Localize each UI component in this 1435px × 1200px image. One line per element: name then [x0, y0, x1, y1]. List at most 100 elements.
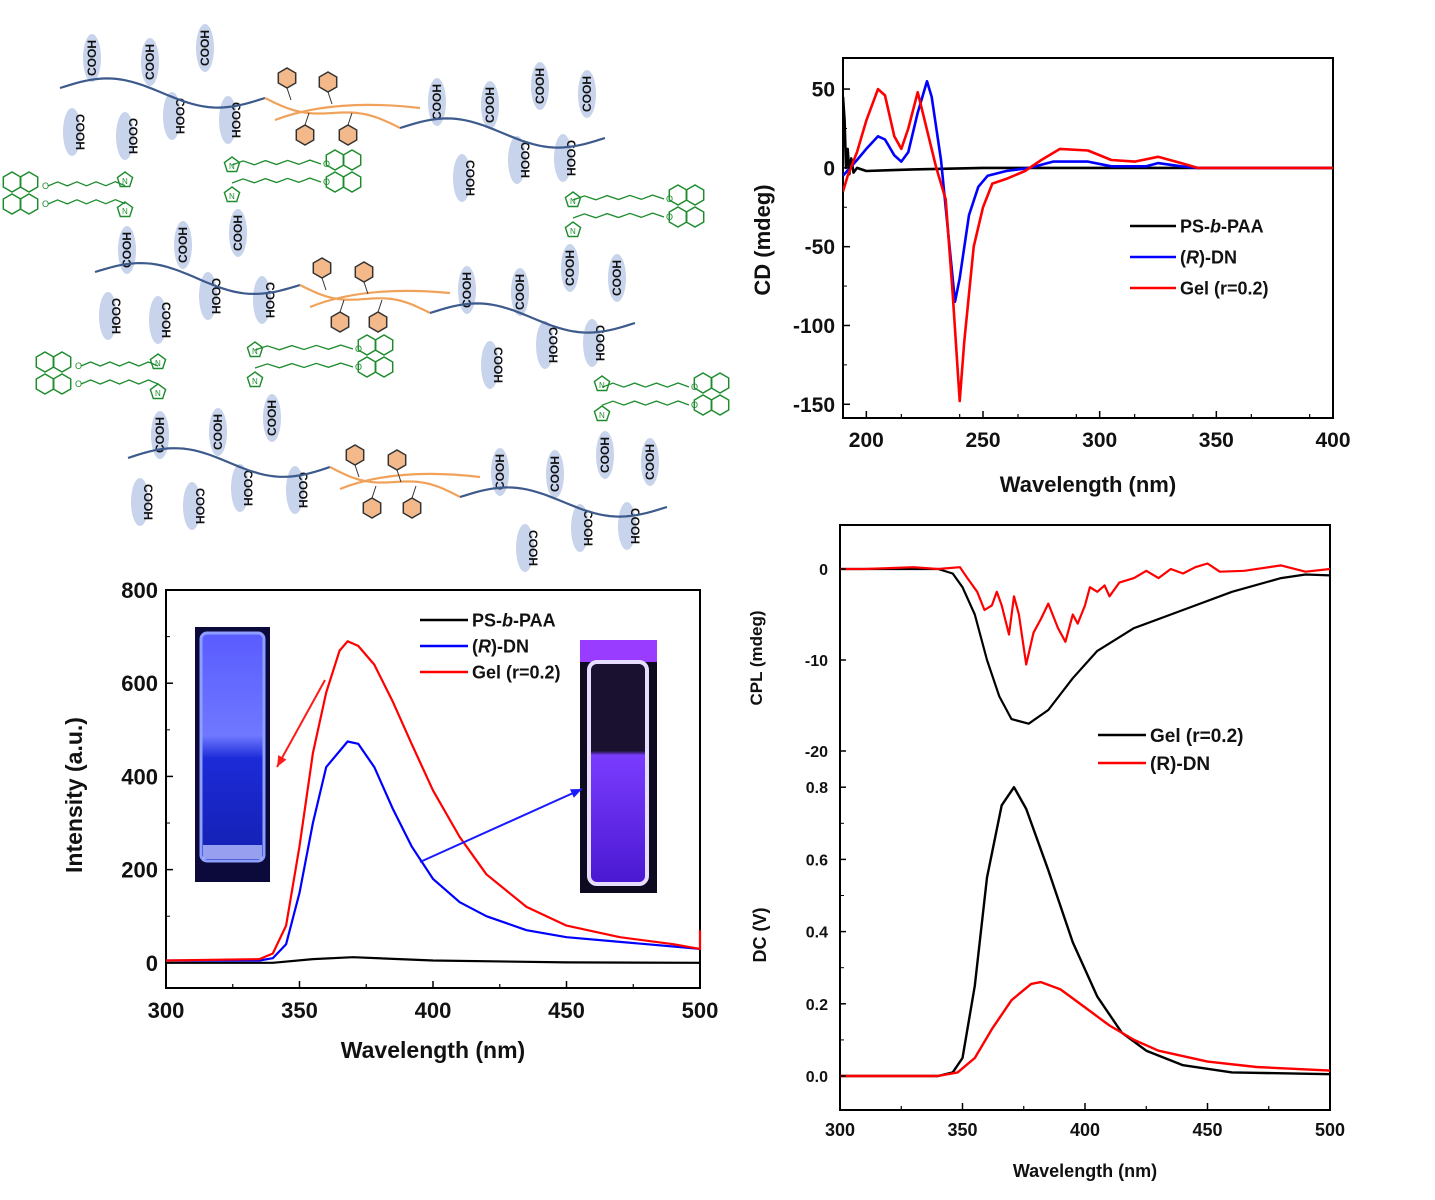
naphthyl-ring-icon: [2, 171, 22, 193]
series-line-ps-b-paa: [843, 96, 1333, 176]
y-tick-label: 200: [121, 858, 158, 883]
x-tick-label: 350: [1199, 429, 1234, 452]
cooh-label: COOH: [126, 118, 140, 154]
cooh-group-bg: [99, 292, 117, 340]
alkyl-linker: [80, 361, 159, 367]
cooh-group-bg: [183, 482, 201, 530]
dc-y-tick-label: 0.8: [806, 780, 828, 797]
phenyl-ring-icon: [354, 261, 374, 283]
imidazole-ring-icon: [223, 156, 241, 173]
series-line-ps-b-paa: [166, 956, 701, 964]
phenyl-ring-icon: [295, 124, 315, 146]
phenyl-ring-icon: [277, 67, 297, 89]
oxygen-atom-label: O: [42, 181, 49, 191]
nitrogen-atom-label: N: [570, 227, 576, 236]
nitrogen-atom-label: N: [570, 197, 576, 206]
y-tick-label: 0: [823, 157, 835, 180]
alkyl-linker: [80, 379, 159, 385]
alkyl-linker: [572, 194, 665, 201]
cooh-group-bg: [571, 504, 589, 552]
cpl-y-tick-label: 0: [819, 562, 828, 579]
oxygen-atom-label: O: [355, 344, 362, 354]
cooh-group-bg: [578, 70, 596, 118]
paa-block-chain: [94, 261, 301, 296]
cooh-group-bg: [618, 502, 636, 550]
cooh-label: COOH: [229, 102, 243, 138]
inset-photo-solution-cuvette: [580, 640, 657, 893]
naphthyl-ring-icon: [2, 193, 22, 215]
cooh-label: COOH: [526, 530, 540, 566]
series-line-gel-r-0-2-: [843, 87, 1333, 403]
naphthyl-ring-icon: [19, 171, 39, 193]
ps-block-chain: [339, 472, 481, 491]
dc-y-tick-label: 0.2: [806, 997, 828, 1014]
phenyl-ring-icon: [402, 497, 422, 519]
naphthyl-ring-icon: [710, 372, 730, 394]
cpl-y-tick-label: -10: [805, 653, 828, 670]
phenyl-ring-icon: [368, 311, 388, 333]
legend-italic: b: [502, 610, 513, 630]
dc-y-tick-label: 0.0: [806, 1069, 828, 1086]
ps-block-chain: [299, 284, 431, 314]
alkyl-linker: [601, 382, 690, 388]
legend-label: (R)-DN: [472, 636, 529, 656]
series-line--r-dn: [843, 79, 1333, 304]
phenyl-bond: [411, 485, 417, 499]
paa-block-chain: [459, 486, 668, 518]
naphthyl-ring-icon: [374, 334, 394, 356]
oxygen-atom-label: O: [355, 362, 362, 372]
oxygen-atom-label: O: [691, 400, 698, 410]
red-arrow: [276, 679, 326, 768]
imidazole-ring-icon: [149, 383, 167, 400]
y-tick-label: 600: [121, 671, 158, 696]
cooh-group-bg: [481, 81, 499, 129]
plot-frame: [842, 57, 1334, 419]
legend-label: Gel (r=0.2): [1150, 726, 1243, 747]
cooh-label: COOH: [193, 488, 207, 524]
imidazole-ring-icon: [116, 171, 134, 188]
x-tick-label: 350: [947, 1120, 977, 1140]
cooh-label: COOH: [548, 456, 562, 492]
alkyl-linker: [254, 344, 354, 351]
y-tick-label: -100: [793, 315, 835, 338]
naphthyl-ring-icon: [342, 171, 362, 193]
cooh-label: COOH: [580, 76, 594, 112]
nitrogen-atom-label: N: [252, 377, 258, 386]
naphthyl-ring-icon: [342, 149, 362, 171]
oxygen-atom-label: O: [691, 382, 698, 392]
imidazole-ring-icon: [593, 375, 611, 392]
legend-label: Gel (r=0.2): [1180, 278, 1269, 298]
nitrogen-atom-label: N: [599, 381, 605, 390]
cooh-label: COOH: [518, 142, 532, 178]
blue-arrow-head: [570, 789, 582, 798]
naphthyl-ring-icon: [685, 206, 705, 228]
y-axis-label: CD (mdeg): [750, 184, 775, 295]
cooh-group-bg: [63, 108, 81, 156]
phenyl-bond: [371, 485, 377, 499]
phenyl-bond: [354, 464, 360, 478]
alkyl-linker: [254, 362, 354, 369]
cooh-group-bg: [116, 112, 134, 160]
phenyl-ring-icon: [387, 449, 407, 471]
cooh-group-bg: [458, 266, 476, 314]
x-tick-label: 350: [281, 998, 318, 1023]
x-tick-label: 300: [1082, 429, 1117, 452]
cooh-group-bg: [511, 268, 529, 316]
cooh-group-bg: [516, 524, 534, 572]
dc-y-tick-label: 0.6: [806, 852, 828, 869]
phenyl-bond: [339, 299, 345, 313]
cooh-group-bg: [481, 341, 499, 389]
imidazole-ring-icon: [149, 353, 167, 370]
legend-label: (R)-DN: [1180, 247, 1237, 267]
cooh-group-bg: [231, 464, 249, 512]
legend-italic: R: [1186, 247, 1199, 267]
y-tick-label: 400: [121, 764, 158, 789]
x-tick-label: 250: [965, 429, 1000, 452]
cooh-label: COOH: [463, 160, 477, 196]
legend-label: PS-b-PAA: [1180, 216, 1264, 236]
x-tick-label: 450: [1192, 1120, 1222, 1140]
cooh-group-bg: [151, 411, 169, 459]
ps-block-chain: [329, 466, 461, 498]
phenyl-ring-icon: [362, 497, 382, 519]
cooh-label: COOH: [153, 417, 167, 453]
